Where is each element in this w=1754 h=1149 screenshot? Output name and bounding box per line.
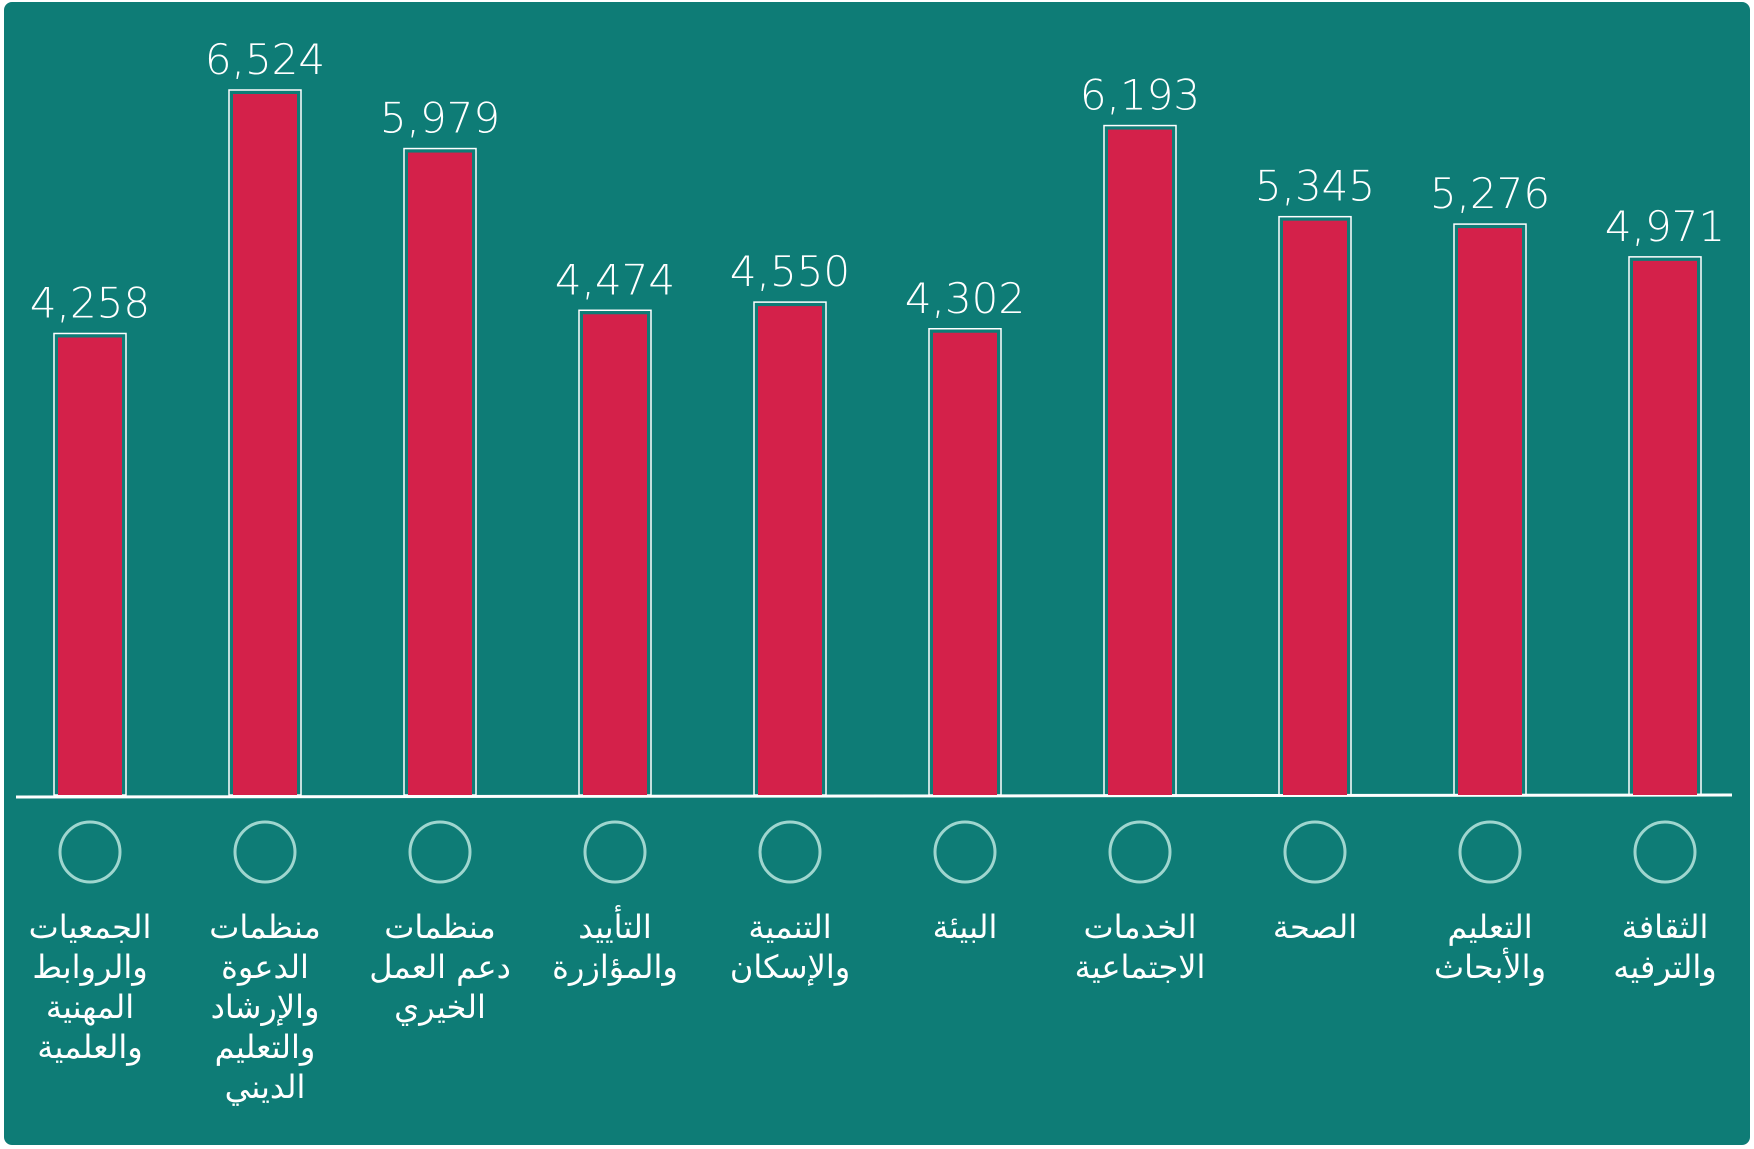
category-label: الخدمات الاجتماعية [1074,908,1206,986]
value-label: 4,474 [555,255,675,304]
bar [233,94,297,795]
value-label: 4,550 [730,247,850,296]
bar [583,314,647,795]
category-label: منظمات دعم العمل الخيري [369,908,511,1026]
category-label: التعليم والأبحاث [1433,908,1547,986]
bar [1108,129,1172,795]
category-label: التأييد والمؤازرة [552,908,678,986]
category-icon [758,820,822,884]
chart-svg: 4,258 6,524 5,979 4,474 4,550 4,302 6,193 5,345… [15,35,1733,884]
category-icon [1108,820,1172,884]
value-label: 6,524 [205,35,325,84]
category-label: الصحة [1272,908,1358,946]
category-icon [583,820,647,884]
value-label: 4,302 [905,274,1025,323]
category-icon [408,820,472,884]
bar [1283,220,1347,795]
category-label: البيئة [932,908,998,946]
value-label: 5,979 [380,94,500,143]
category-label: الثقافة والترفيه [1613,908,1717,986]
category-label: التنمية والإسكان [729,908,851,986]
value-label: 5,276 [1430,169,1550,218]
category-icon [933,820,997,884]
bar [1458,228,1522,796]
bar [758,306,822,795]
value-label: 6,193 [1080,71,1200,120]
value-label: 4,971 [1605,202,1725,251]
chart: 4,258 6,524 5,979 4,474 4,550 4,302 6,193 5,345… [4,2,1750,1145]
bar [1633,260,1697,795]
category-label: منظمات الدعوة والإرشاد والتعليم الديني [209,908,321,1106]
category-label: الجمعيات والروابط المهنية والعلمية [28,908,152,1066]
category-icon [58,820,122,884]
category-icon [1458,820,1522,884]
value-label: 5,345 [1255,162,1375,211]
baseline [15,793,1733,799]
category-icon [1283,820,1347,884]
value-label: 4,258 [30,278,150,327]
bar [933,332,997,795]
bar [58,337,122,795]
bar [408,152,472,795]
category-icon [233,820,297,884]
category-icon [1633,820,1697,884]
